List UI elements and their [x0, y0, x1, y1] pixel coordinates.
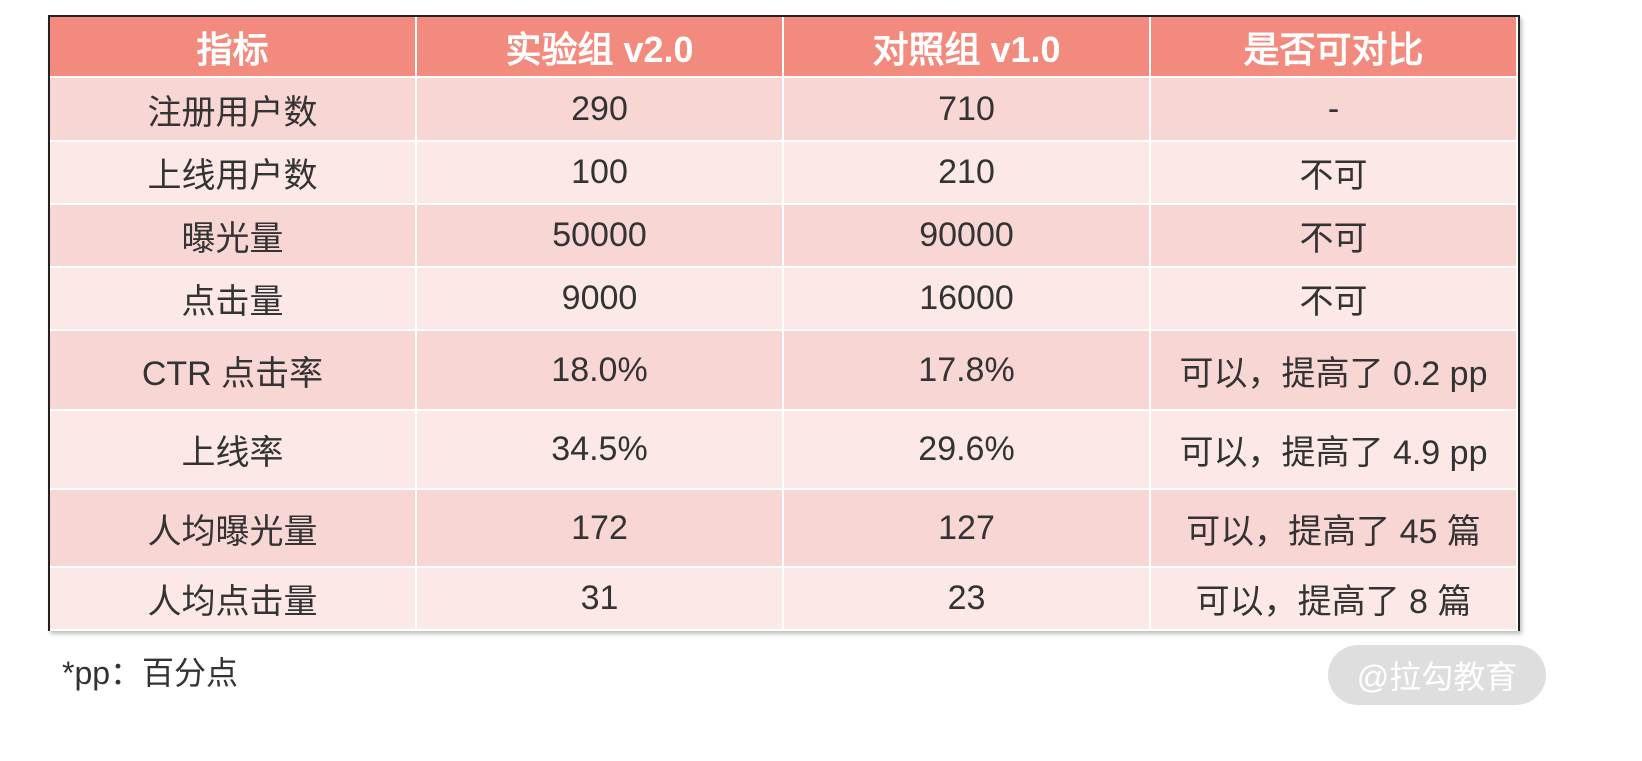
- table-cell: 17.8%: [784, 331, 1151, 411]
- table-cell: 100: [417, 142, 784, 205]
- watermark: @拉勾教育: [1328, 645, 1546, 705]
- table-cell: CTR 点击率: [50, 331, 417, 411]
- table-cell: 人均曝光量: [50, 490, 417, 568]
- table-cell: 210: [784, 142, 1151, 205]
- table-cell: 29.6%: [784, 411, 1151, 490]
- table-cell: 点击量: [50, 268, 417, 331]
- header-cell: 对照组 v1.0: [784, 17, 1151, 78]
- footnote: *pp：百分点: [62, 655, 239, 691]
- table-cell: 172: [417, 490, 784, 568]
- table-cell: 注册用户数: [50, 78, 417, 142]
- table-cell: 上线率: [50, 411, 417, 490]
- table-cell: -: [1151, 78, 1518, 142]
- table-cell: 可以，提高了 45 篇: [1151, 490, 1518, 568]
- table-cell: 人均点击量: [50, 568, 417, 631]
- table-cell: 127: [784, 490, 1151, 568]
- table-cell: 可以，提高了 4.9 pp: [1151, 411, 1518, 490]
- table-cell: 90000: [784, 205, 1151, 268]
- table-cell: 可以，提高了 0.2 pp: [1151, 331, 1518, 411]
- table-cell: 9000: [417, 268, 784, 331]
- table-cell: 不可: [1151, 205, 1518, 268]
- table-cell: 290: [417, 78, 784, 142]
- header-cell: 指标: [50, 17, 417, 78]
- table-cell: 34.5%: [417, 411, 784, 490]
- table-cell: 23: [784, 568, 1151, 631]
- header-cell: 是否可对比: [1151, 17, 1518, 78]
- table-cell: 18.0%: [417, 331, 784, 411]
- table-cell: 可以，提高了 8 篇: [1151, 568, 1518, 631]
- table-cell: 曝光量: [50, 205, 417, 268]
- table-cell: 不可: [1151, 268, 1518, 331]
- table-cell: 16000: [784, 268, 1151, 331]
- table-cell: 上线用户数: [50, 142, 417, 205]
- table: 指标 实验组 v2.0 对照组 v1.0 是否可对比注册用户数 290 710- 上线用户数…: [48, 15, 1520, 631]
- header-cell: 实验组 v2.0: [417, 17, 784, 78]
- table-cell: 不可: [1151, 142, 1518, 205]
- table-cell: 710: [784, 78, 1151, 142]
- table-cell: 31: [417, 568, 784, 631]
- table-cell: 50000: [417, 205, 784, 268]
